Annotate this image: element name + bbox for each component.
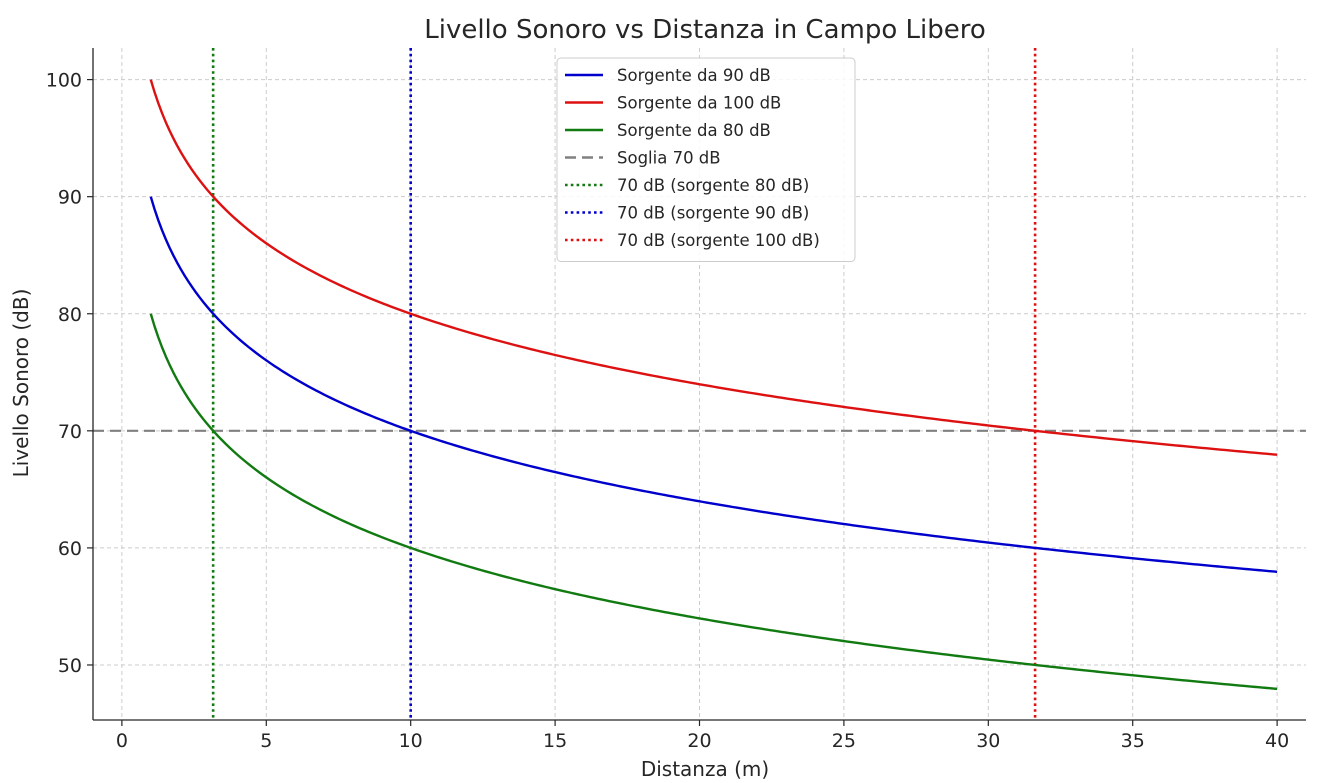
y-tick-label: 50	[58, 655, 82, 677]
x-tick-label: 0	[116, 730, 128, 752]
legend-entry-label: 70 dB (sorgente 80 dB)	[617, 176, 809, 195]
y-axis-label: Livello Sonoro (dB)	[9, 289, 33, 478]
x-tick-label: 25	[832, 730, 856, 752]
x-tick-label: 5	[260, 730, 272, 752]
legend-entry-label: Soglia 70 dB	[617, 149, 721, 168]
legend-entry-label: Sorgente da 80 dB	[617, 121, 771, 140]
chart-title: Livello Sonoro vs Distanza in Campo Libe…	[424, 15, 986, 45]
x-tick-label: 40	[1265, 730, 1289, 752]
y-tick-label: 80	[58, 304, 82, 326]
y-tick-label: 90	[58, 187, 82, 209]
legend-entry-label: Sorgente da 100 dB	[617, 94, 781, 113]
y-tick-label: 60	[58, 538, 82, 560]
legend-box	[556, 57, 856, 262]
legend-entry-label: 70 dB (sorgente 100 dB)	[617, 231, 820, 250]
x-axis-label: Distanza (m)	[641, 757, 769, 781]
x-tick-label: 30	[976, 730, 1000, 752]
series-line	[149, 79, 1278, 456]
legend-entry-label: Sorgente da 90 dB	[617, 66, 771, 85]
x-tick-label: 35	[1121, 730, 1145, 752]
series-line	[149, 313, 1278, 691]
x-tick-label: 20	[687, 730, 711, 752]
x-tick-label: 10	[399, 730, 423, 752]
legend-entry-label: 70 dB (sorgente 90 dB)	[617, 204, 809, 223]
legend: Sorgente da 90 dB Sorgente da 100 dB Sorge…	[556, 57, 856, 262]
y-tick-label: 100	[46, 70, 82, 92]
y-tick-label: 70	[58, 421, 82, 443]
series-lines	[149, 79, 1278, 691]
tick-labels: 0 5 10 15 20 25 30 35 40 50 60 70 80 90 100	[46, 70, 1289, 752]
x-tick-label: 15	[543, 730, 567, 752]
reference-lines	[93, 48, 1306, 720]
series-line	[149, 196, 1278, 573]
